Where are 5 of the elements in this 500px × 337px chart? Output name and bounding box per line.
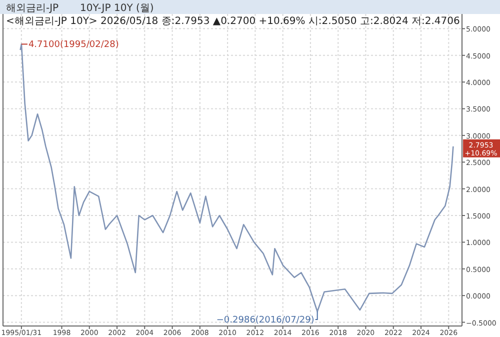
chart-subtitle: 10Y-JP 10Y (월) bbox=[80, 3, 154, 14]
annotation: −0.2986(2016/07/29) bbox=[216, 316, 314, 326]
annotation: 4.7100(1995/02/28) bbox=[28, 40, 119, 50]
chart-title: 해외금리-JP bbox=[6, 3, 59, 14]
annotation: <해외금리-JP 10Y> 2026/05/18 종:2.7953 ▲0.2700 +10.69% 시:2.5050 고:2.8024 저:2.4706 bbox=[6, 16, 460, 27]
